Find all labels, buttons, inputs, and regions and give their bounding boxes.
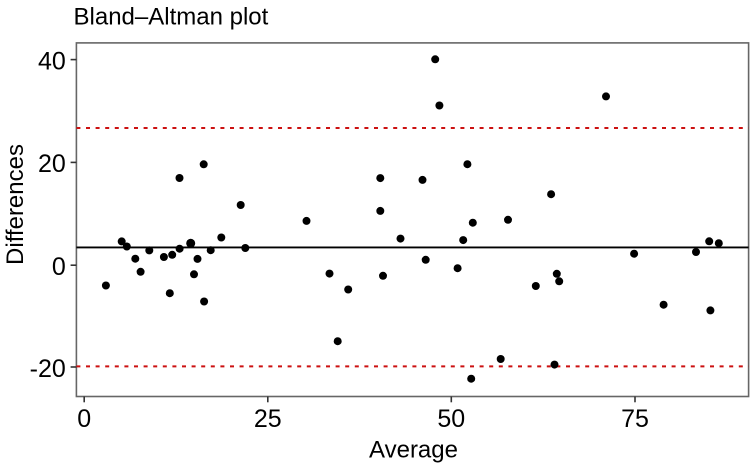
svg-text:40: 40 [38, 47, 66, 75]
svg-text:Average: Average [369, 436, 458, 463]
svg-text:50: 50 [437, 405, 465, 433]
svg-text:75: 75 [621, 405, 649, 433]
svg-text:20: 20 [38, 150, 66, 178]
svg-text:Bland–Altman plot: Bland–Altman plot [74, 4, 269, 31]
svg-text:0: 0 [52, 253, 66, 281]
svg-text:0: 0 [77, 405, 91, 433]
svg-text:Differences: Differences [2, 144, 29, 265]
svg-text:25: 25 [254, 405, 282, 433]
svg-text:-20: -20 [30, 355, 66, 383]
